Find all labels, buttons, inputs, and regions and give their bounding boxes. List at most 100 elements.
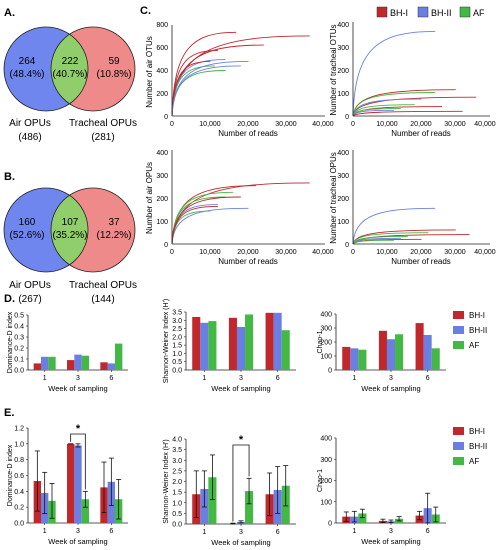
- rarefaction-air-otu-curves: [171, 31, 310, 117]
- rarefaction-air-otu: 0 200 400 600 800 0 10,000 20,000 30,000…: [145, 22, 334, 138]
- bar-af-week-3: [81, 499, 89, 523]
- venn-a-left-total: (486): [18, 132, 41, 143]
- legend-swatch-bh1: [376, 6, 388, 18]
- ytick-label: 2.0: [172, 334, 182, 341]
- xtick-label: 1: [352, 375, 356, 382]
- ytick: 200: [337, 68, 349, 75]
- venn-a-left-pct: (48.4%): [9, 69, 44, 80]
- x-axis-label: Number of reads: [218, 257, 278, 266]
- legend-swatch-bh2: [417, 6, 429, 18]
- legend-c: BH-I BH-II AF: [376, 6, 485, 18]
- ytick-label: 300: [320, 457, 332, 464]
- ytick: 400: [156, 150, 168, 157]
- ytick: 200: [156, 196, 168, 203]
- legend-swatch-af: [453, 341, 464, 349]
- ytick-label: 0.4: [14, 324, 24, 331]
- legend-label-bh1: BH-I: [469, 427, 485, 436]
- bar-af-week-6: [115, 343, 123, 370]
- significance-bracket: [232, 444, 250, 522]
- bar-af-week-1: [208, 477, 217, 524]
- rarefaction-curve: [171, 205, 218, 245]
- ytick-label: 2.5: [172, 468, 182, 475]
- rarefaction-tracheal-otu: 0 100 200 300 400 0 10,000 20,000 30,000…: [329, 22, 496, 138]
- xtick: 30,000: [444, 249, 466, 256]
- venn-a-overlap: [51, 27, 88, 111]
- panel-label-a: A.: [4, 7, 15, 19]
- ytick-label: 1.5: [172, 490, 182, 497]
- ytick-label: 3.5: [172, 310, 182, 317]
- venn-b-right-pct: (12.2%): [96, 230, 131, 241]
- ytick-label: 4.0: [172, 437, 182, 444]
- legend-swatch-bh1: [453, 311, 464, 319]
- x-axis-label: Week of sampling: [48, 384, 107, 393]
- bar-af-week-3: [81, 355, 89, 370]
- rarefaction-air-opu: 0 100 200 300 400 0 10,000 20,000 30,000…: [145, 150, 334, 266]
- bar-chart-E-chao: 0 100 200 300 400 Chao-1 Week of sampling 1 3 6: [317, 436, 446, 546]
- rarefaction-curve: [352, 110, 463, 117]
- xtick: 40,000: [474, 121, 496, 128]
- rarefaction-curve: [171, 182, 310, 245]
- bar-bh-ii-week-1: [200, 322, 209, 370]
- bar-af-week-6: [281, 330, 290, 370]
- ytick-label: 200: [320, 478, 332, 485]
- xtick: 30,000: [275, 249, 297, 256]
- bar-bh-i-week-6: [100, 362, 108, 370]
- xtick-label: 6: [109, 375, 113, 382]
- legend-label-bh1: BH-I: [469, 311, 485, 320]
- xtick-label: 1: [202, 529, 206, 536]
- y-axis-label: Dominance-D index: [7, 311, 14, 373]
- rarefaction-curve: [171, 60, 249, 117]
- rarefaction-curve: [171, 185, 257, 245]
- rarefaction-tracheal-opu: 0 100 200 300 400 0 10,000 20,000 30,000…: [329, 150, 496, 266]
- y-axis-label: Shannon-Weiner Index (H'): [163, 299, 170, 383]
- ytick-label: 0: [328, 368, 332, 375]
- ytick-label: 0: [328, 521, 332, 528]
- ytick-label: 0.2: [14, 346, 24, 353]
- ytick-label: 3.5: [172, 447, 182, 454]
- xtick: 40,000: [312, 249, 334, 256]
- venn-b-right-total: (144): [91, 294, 114, 305]
- bar-bh-i-week-3: [378, 330, 387, 370]
- legend-swatch-bh2: [453, 442, 464, 450]
- bar-af-week-3: [395, 334, 404, 370]
- venn-b: 160 (52.6%) 107 (35.2%) 37 (12.2%) Air O…: [3, 187, 137, 305]
- rarefaction-curve: [171, 35, 310, 117]
- x-axis-label: Week of sampling: [211, 384, 270, 393]
- xtick: 20,000: [237, 121, 259, 128]
- venn-b-left-count: 160: [19, 217, 36, 228]
- xtick: 20,000: [410, 121, 432, 128]
- xtick: 0: [170, 249, 174, 256]
- ytick: 400: [156, 68, 168, 75]
- bar-bh-i-week-6: [265, 312, 274, 370]
- bar-af-week-6: [431, 348, 440, 370]
- ytick-label: 3.0: [172, 318, 182, 325]
- xtick: 0: [170, 121, 174, 128]
- rarefaction-tracheal-otu-curves: [352, 30, 477, 117]
- ytick: 400: [337, 150, 349, 157]
- bar-chart-E-shannon: 0.0 0.5 1.0 1.5 2.0 2.5 3.0 3.5 4.0Shannon-Weine…: [163, 434, 296, 547]
- rarefaction-curve: [171, 196, 226, 245]
- rarefaction-curve: [171, 60, 211, 117]
- venn-a-left-count: 264: [19, 56, 36, 67]
- ytick-label: 400: [320, 436, 332, 443]
- ytick: 100: [337, 91, 349, 98]
- xtick: 20,000: [410, 249, 432, 256]
- bar-bh-i-week-1: [33, 363, 41, 370]
- ytick-label: 1.0: [172, 351, 182, 358]
- ytick-label: 0.0: [172, 368, 182, 375]
- xtick: 40,000: [474, 249, 496, 256]
- ytick: 800: [156, 22, 168, 29]
- panel-label-c: C.: [140, 5, 151, 17]
- xtick-label: 3: [239, 375, 243, 382]
- rarefaction-curve: [352, 207, 436, 245]
- ytick: 0: [164, 114, 168, 121]
- legend-swatch-bh2: [453, 326, 464, 334]
- x-axis-label: Number of reads: [391, 257, 451, 266]
- ytick: 600: [156, 45, 168, 52]
- ytick-label: 100: [320, 499, 332, 506]
- x-axis-label: Number of reads: [218, 129, 278, 138]
- xtick: 10,000: [199, 249, 221, 256]
